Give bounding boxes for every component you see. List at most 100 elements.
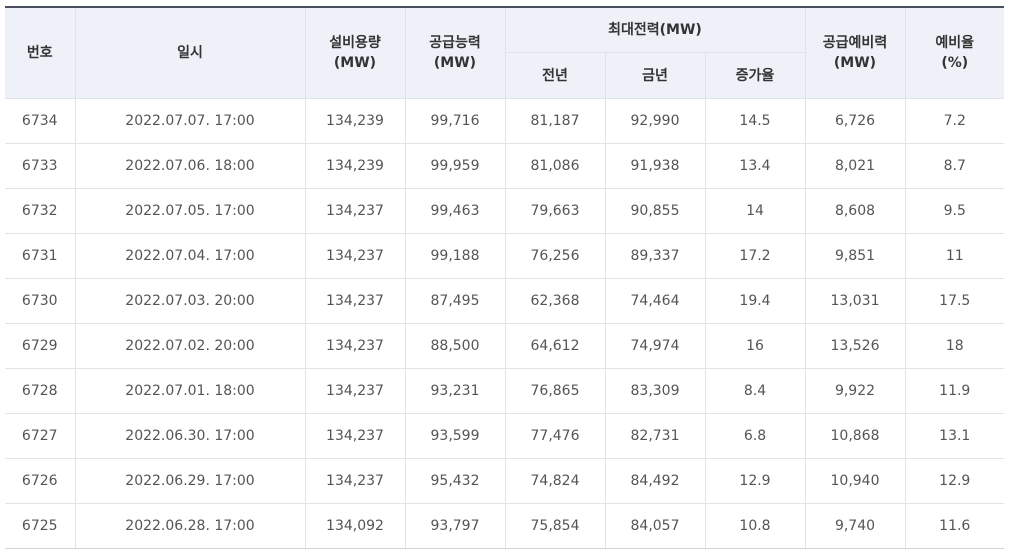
cell-datetime: 2022.06.29. 17:00 [74,458,306,504]
cell-capacity: 134,239 [304,143,406,189]
cell-prev-year: 75,854 [504,503,606,549]
cell-capacity: 134,237 [304,458,406,504]
cell-reserve: 9,922 [804,368,906,414]
cell-growth: 6.8 [704,413,806,459]
table-row: 6728 2022.07.01. 18:00 134,237 93,231 76,865… [5,368,1004,414]
cell-no: 6725 [5,503,76,549]
cell-prev-year: 76,256 [504,233,606,279]
cell-this-year: 89,337 [604,233,706,279]
cell-no: 6728 [5,368,76,414]
cell-supply: 93,231 [404,368,506,414]
cell-reserve-rate: 11.6 [904,503,1004,549]
cell-supply: 93,599 [404,413,506,459]
header-reserve-rate: 예비율 (%) [904,6,1004,99]
cell-capacity: 134,237 [304,413,406,459]
cell-datetime: 2022.06.30. 17:00 [74,413,306,459]
cell-no: 6733 [5,143,76,189]
cell-no: 6729 [5,323,76,369]
cell-datetime: 2022.07.06. 18:00 [74,143,306,189]
table-row: 6732 2022.07.05. 17:00 134,237 99,463 79,663… [5,188,1004,234]
cell-reserve-rate: 17.5 [904,278,1004,324]
cell-growth: 17.2 [704,233,806,279]
cell-reserve: 8,021 [804,143,906,189]
cell-reserve: 9,851 [804,233,906,279]
cell-reserve: 13,031 [804,278,906,324]
header-growth: 증가율 [704,52,806,99]
table-row: 6725 2022.06.28. 17:00 134,092 93,797 75,854… [5,503,1004,549]
cell-growth: 16 [704,323,806,369]
header-supply-label: 공급능력 [429,35,481,51]
cell-reserve-rate: 18 [904,323,1004,369]
table-row: 6731 2022.07.04. 17:00 134,237 99,188 76,256… [5,233,1004,279]
cell-prev-year: 74,824 [504,458,606,504]
table-row: 6733 2022.07.06. 18:00 134,239 99,959 81,086… [5,143,1004,189]
cell-reserve-rate: 12.9 [904,458,1004,504]
cell-this-year: 84,057 [604,503,706,549]
cell-capacity: 134,237 [304,368,406,414]
cell-prev-year: 81,187 [504,98,606,144]
header-prev-year: 전년 [504,52,606,99]
cell-growth: 10.8 [704,503,806,549]
header-reserve: 공급예비력 (MW) [804,6,906,99]
cell-growth: 19.4 [704,278,806,324]
header-no: 번호 [5,6,76,99]
header-datetime: 일시 [74,6,306,99]
cell-datetime: 2022.07.03. 20:00 [74,278,306,324]
cell-no: 6730 [5,278,76,324]
header-capacity-label: 설비용량 [329,35,381,51]
cell-capacity: 134,239 [304,98,406,144]
cell-growth: 14 [704,188,806,234]
cell-this-year: 84,492 [604,458,706,504]
cell-no: 6732 [5,188,76,234]
header-peak: 최대전력(MW) [504,6,806,53]
cell-reserve: 10,868 [804,413,906,459]
cell-datetime: 2022.07.07. 17:00 [74,98,306,144]
cell-this-year: 90,855 [604,188,706,234]
cell-reserve-rate: 7.2 [904,98,1004,144]
cell-datetime: 2022.07.01. 18:00 [74,368,306,414]
cell-no: 6731 [5,233,76,279]
cell-this-year: 91,938 [604,143,706,189]
cell-prev-year: 64,612 [504,323,606,369]
cell-supply: 99,959 [404,143,506,189]
cell-reserve-rate: 11 [904,233,1004,279]
cell-prev-year: 79,663 [504,188,606,234]
cell-growth: 13.4 [704,143,806,189]
table-row: 6729 2022.07.02. 20:00 134,237 88,500 64,612… [5,323,1004,369]
cell-datetime: 2022.06.28. 17:00 [74,503,306,549]
cell-reserve-rate: 9.5 [904,188,1004,234]
cell-prev-year: 77,476 [504,413,606,459]
table-header: 번호 일시 설비용량 (MW) 공급능력 (MW) 최대전력(MW) 공급예비력 (M… [5,6,1004,99]
cell-prev-year: 76,865 [504,368,606,414]
power-reserve-table-container: 번호 일시 설비용량 (MW) 공급능력 (MW) 최대전력(MW) 공급예비력 (M… [5,6,1004,549]
cell-reserve-rate: 11.9 [904,368,1004,414]
header-reserve-label: 공급예비력 [822,35,888,51]
header-reserve-unit: (MW) [833,55,877,71]
cell-prev-year: 62,368 [504,278,606,324]
cell-supply: 99,188 [404,233,506,279]
cell-datetime: 2022.07.05. 17:00 [74,188,306,234]
cell-reserve: 10,940 [804,458,906,504]
cell-this-year: 92,990 [604,98,706,144]
cell-reserve-rate: 13.1 [904,413,1004,459]
power-reserve-table: 번호 일시 설비용량 (MW) 공급능력 (MW) 최대전력(MW) 공급예비력 (M… [5,6,1004,549]
cell-supply: 99,716 [404,98,506,144]
cell-datetime: 2022.07.02. 20:00 [74,323,306,369]
header-supply: 공급능력 (MW) [404,6,506,99]
header-reserve-rate-label: 예비율 [935,35,975,51]
cell-no: 6734 [5,98,76,144]
header-this-year: 금년 [604,52,706,99]
cell-capacity: 134,237 [304,323,406,369]
header-supply-unit: (MW) [433,55,477,71]
cell-supply: 87,495 [404,278,506,324]
cell-reserve: 8,608 [804,188,906,234]
cell-prev-year: 81,086 [504,143,606,189]
cell-supply: 99,463 [404,188,506,234]
cell-growth: 12.9 [704,458,806,504]
cell-reserve: 9,740 [804,503,906,549]
cell-capacity: 134,092 [304,503,406,549]
table-row: 6734 2022.07.07. 17:00 134,239 99,716 81,187… [5,98,1004,144]
table-row: 6726 2022.06.29. 17:00 134,237 95,432 74,824… [5,458,1004,504]
cell-datetime: 2022.07.04. 17:00 [74,233,306,279]
table-row: 6730 2022.07.03. 20:00 134,237 87,495 62,368… [5,278,1004,324]
